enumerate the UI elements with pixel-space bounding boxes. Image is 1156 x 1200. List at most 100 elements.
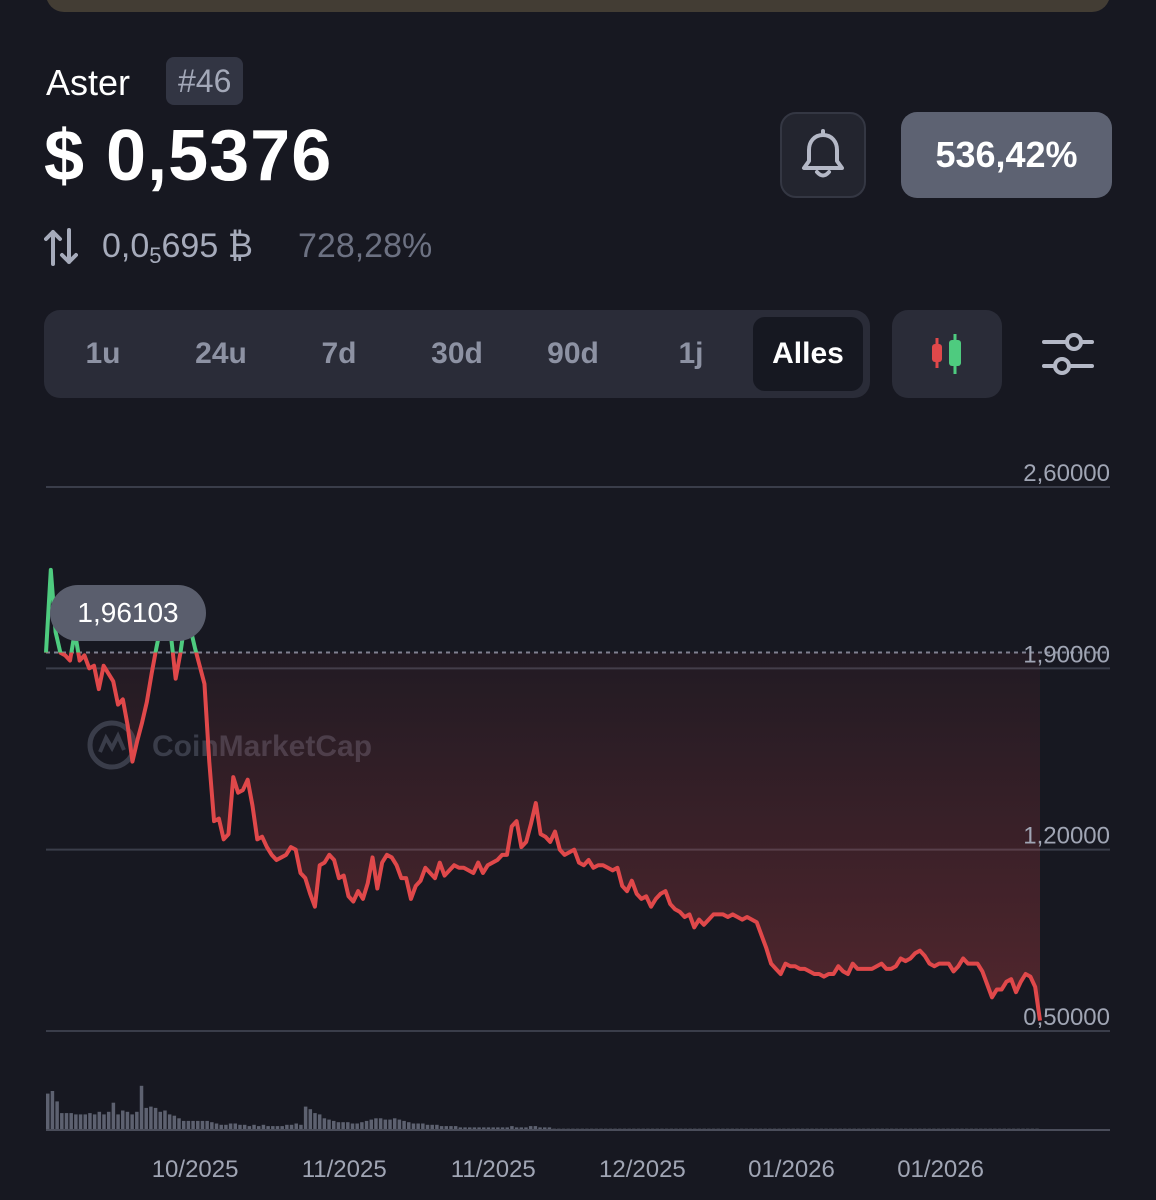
volume-bar — [547, 1127, 552, 1130]
y-tick-label: 1,20000 — [1023, 823, 1110, 850]
volume-bar — [205, 1120, 209, 1130]
volume-bar — [449, 1126, 453, 1130]
volume-bar — [472, 1127, 477, 1130]
x-tick-label: 11/2025 — [451, 1156, 536, 1183]
volume-bar — [266, 1126, 270, 1130]
btc-price: 0,05695 ₿ — [102, 227, 253, 268]
volume-bar — [364, 1120, 369, 1130]
volume-bar — [275, 1126, 280, 1130]
volume-bar — [369, 1119, 374, 1130]
volume-bar — [416, 1123, 420, 1130]
volume-bar — [360, 1122, 364, 1130]
price-alert-button[interactable] — [780, 112, 866, 198]
volume-bar — [210, 1122, 214, 1130]
volume-bar — [271, 1126, 275, 1130]
bell-icon — [802, 129, 844, 178]
volume-bar — [519, 1127, 524, 1130]
tab-90d[interactable]: 90d — [547, 337, 599, 370]
volume-bar — [402, 1120, 406, 1130]
volume-bar — [186, 1120, 191, 1130]
volume-bar — [439, 1126, 444, 1130]
volume-bar — [163, 1110, 167, 1130]
coin-name: Aster — [46, 62, 131, 103]
price-tooltip: 1,96103 — [50, 585, 206, 641]
volume-bar — [83, 1114, 87, 1130]
volume-bar — [78, 1114, 83, 1130]
volume-bar — [125, 1111, 130, 1130]
volume-bar — [374, 1118, 378, 1130]
candlestick-icon — [932, 334, 961, 374]
volume-bar — [383, 1119, 388, 1130]
tab-30d[interactable]: 30d — [431, 337, 483, 370]
volume-bar — [524, 1127, 528, 1130]
volume-bar — [308, 1109, 313, 1130]
volume-bar — [463, 1127, 467, 1130]
candlestick-toggle[interactable] — [892, 310, 1002, 398]
volume-bar — [543, 1127, 547, 1130]
volume-bar — [224, 1124, 228, 1130]
volume-bar — [425, 1124, 430, 1130]
price-area — [46, 652, 1040, 1021]
volume-bar — [280, 1126, 284, 1130]
volume-bar — [388, 1119, 392, 1130]
volume-bar — [238, 1124, 242, 1130]
volume-bar — [322, 1118, 327, 1130]
volume-bar — [336, 1122, 341, 1130]
sliders-icon[interactable] — [1042, 330, 1094, 378]
volume-bar — [46, 1093, 50, 1130]
current-price: $ 0,5376 — [44, 116, 333, 196]
volume-bar — [181, 1120, 186, 1130]
volume-bar — [496, 1127, 500, 1130]
volume-bar — [285, 1124, 289, 1130]
volume-bar — [289, 1124, 294, 1130]
volume-bar — [88, 1113, 92, 1130]
volume-bar — [261, 1124, 266, 1130]
y-tick-label: 0,50000 — [1023, 1004, 1110, 1031]
price-line-down — [44, 652, 1042, 1021]
tab-1j[interactable]: 1j — [678, 337, 704, 370]
x-tick-label: 10/2025 — [152, 1156, 239, 1183]
change-percent-button[interactable]: 536,42% — [901, 112, 1112, 198]
swap-arrows-icon[interactable] — [44, 228, 78, 266]
volume-bar — [486, 1127, 491, 1130]
price-chart[interactable]: CoinMarketCap 2,600001,900001,200000,500… — [0, 440, 1156, 1200]
tab-7d[interactable]: 7d — [321, 337, 357, 370]
tab-alles[interactable]: Alles — [753, 317, 863, 391]
volume-bar — [60, 1113, 64, 1130]
volume-bar — [256, 1126, 261, 1130]
volume-bar — [144, 1107, 148, 1130]
tab-1u[interactable]: 1u — [85, 337, 121, 370]
volume-bar — [116, 1114, 120, 1130]
volume-bar — [453, 1126, 458, 1130]
volume-bar — [196, 1120, 200, 1130]
volume-bar — [467, 1127, 472, 1130]
volume-bar — [458, 1127, 463, 1130]
volume-bar — [69, 1113, 73, 1130]
volume-bar — [435, 1124, 439, 1130]
volume-bar — [528, 1126, 533, 1130]
volume-bar — [397, 1119, 402, 1130]
volume-bar — [177, 1118, 181, 1130]
btc-change: 728,28% — [298, 227, 433, 265]
volume-bar — [200, 1120, 205, 1130]
volume-bar — [510, 1126, 514, 1130]
volume-bar — [327, 1119, 331, 1130]
volume-bar — [97, 1111, 102, 1130]
volume-bar — [121, 1110, 125, 1130]
volume-bar — [172, 1115, 177, 1130]
volume-bar — [430, 1124, 434, 1130]
volume-bar — [303, 1106, 308, 1130]
y-tick-label: 1,90000 — [1023, 641, 1110, 668]
volume-bar — [106, 1111, 111, 1130]
volume-bar — [477, 1127, 481, 1130]
volume-bar — [346, 1122, 350, 1130]
volume-bar — [294, 1123, 298, 1130]
tab-24u[interactable]: 24u — [195, 337, 247, 370]
volume-bar — [411, 1123, 416, 1130]
volume-bar — [135, 1111, 139, 1130]
top-banner[interactable] — [46, 0, 1110, 12]
volume-bar — [139, 1085, 144, 1130]
volume-bar — [92, 1114, 97, 1130]
volume-bar — [421, 1123, 425, 1130]
volume-bar — [191, 1120, 195, 1130]
